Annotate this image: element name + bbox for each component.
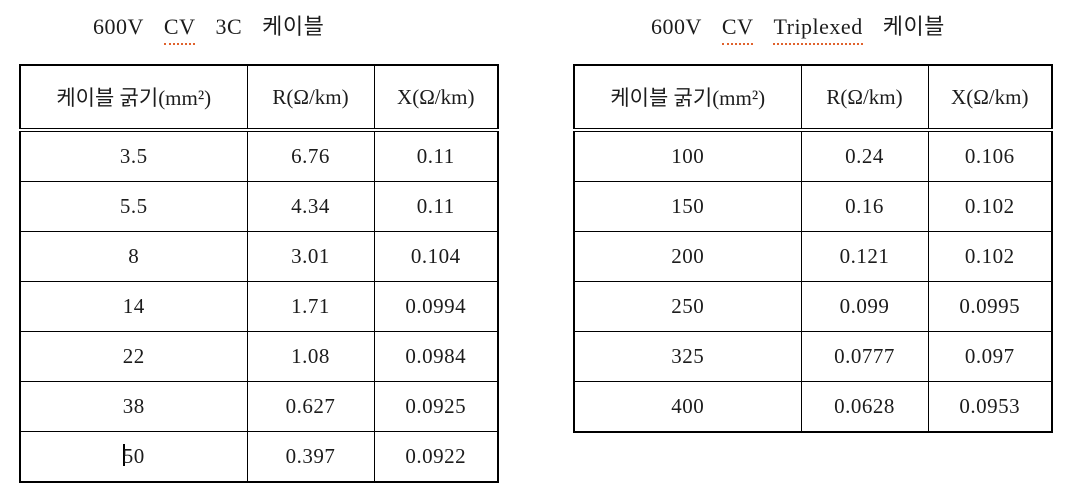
cell-value: 50 — [122, 444, 145, 468]
table-row: 200 0.121 0.102 — [573, 231, 1053, 282]
header-row: 케이블 굵기(mm²) R(Ω/km) X(Ω/km) — [19, 64, 499, 132]
table-cell: 5.5 — [19, 181, 248, 232]
title-word: 케이블 — [882, 14, 945, 39]
table-cell: 0.097 — [927, 331, 1053, 382]
table-cell: 3.01 — [246, 231, 375, 282]
left-table-section: 600V CV 3C 케이블 케이블 굵기(mm²) R(Ω/km) X(Ω/k… — [19, 12, 499, 483]
title-word: 600V — [651, 14, 702, 39]
table-cell: 14 — [19, 281, 248, 332]
table-cell: 0.0922 — [373, 431, 499, 483]
table-row: 400 0.0628 0.0953 — [573, 381, 1053, 433]
table-row: 8 3.01 0.104 — [19, 231, 499, 282]
right-table-section: 600V CV Triplexed 케이블 케이블 굵기(mm²) R(Ω/km… — [573, 12, 1053, 433]
table-row: 14 1.71 0.0994 — [19, 281, 499, 332]
table-cell: 0.0994 — [373, 281, 499, 332]
table-cell: 6.76 — [246, 129, 375, 182]
header-row: 케이블 굵기(mm²) R(Ω/km) X(Ω/km) — [573, 64, 1053, 132]
table-cell: 22 — [19, 331, 248, 382]
column-header-r: R(Ω/km) — [246, 64, 375, 132]
table-row: 3.5 6.76 0.11 — [19, 129, 499, 182]
table-cell: 0.102 — [927, 231, 1053, 282]
table-row: 250 0.099 0.0995 — [573, 281, 1053, 332]
table-cell: 0.099 — [800, 281, 929, 332]
text-cursor-icon — [122, 444, 125, 466]
table-cell: 400 — [573, 381, 802, 433]
title-word-spellchecked: CV — [721, 12, 754, 45]
title-word: 600V — [93, 14, 144, 39]
column-header-x: X(Ω/km) — [373, 64, 499, 132]
table-cell: 0.104 — [373, 231, 499, 282]
table-cell: 1.71 — [246, 281, 375, 332]
table-row: 325 0.0777 0.097 — [573, 331, 1053, 382]
table-cell: 0.0984 — [373, 331, 499, 382]
table-cell: 0.11 — [373, 181, 499, 232]
title-word-spellchecked: CV — [163, 12, 196, 45]
title-word: 케이블 — [262, 14, 325, 39]
table-cell: 0.0995 — [927, 281, 1053, 332]
title-word-spellchecked: Triplexed — [773, 12, 863, 45]
cable-table-triplexed: 케이블 굵기(mm²) R(Ω/km) X(Ω/km) 100 0.24 0.1… — [573, 64, 1053, 433]
table-cell: 250 — [573, 281, 802, 332]
table-cell: 0.0628 — [800, 381, 929, 433]
cable-table-3c: 케이블 굵기(mm²) R(Ω/km) X(Ω/km) 3.5 6.76 0.1… — [19, 64, 499, 483]
table-cell: 0.0953 — [927, 381, 1053, 433]
table-cell: 200 — [573, 231, 802, 282]
column-header-thickness: 케이블 굵기(mm²) — [573, 64, 802, 132]
table-row: 38 0.627 0.0925 — [19, 381, 499, 432]
left-table-title: 600V CV 3C 케이블 — [19, 12, 497, 45]
table-row: 22 1.08 0.0984 — [19, 331, 499, 382]
table-cell: 4.34 — [246, 181, 375, 232]
table-cell: 0.121 — [800, 231, 929, 282]
table-cell: 1.08 — [246, 331, 375, 382]
table-cell: 38 — [19, 381, 248, 432]
table-cell: 0.0925 — [373, 381, 499, 432]
table-cell: 0.102 — [927, 181, 1053, 232]
column-header-r: R(Ω/km) — [800, 64, 929, 132]
table-cell: 0.11 — [373, 129, 499, 182]
right-table-title: 600V CV Triplexed 케이블 — [573, 12, 1053, 45]
table-row: 100 0.24 0.106 — [573, 129, 1053, 182]
table-cell: 0.106 — [927, 129, 1053, 182]
table-cell: 325 — [573, 331, 802, 382]
table-row: 150 0.16 0.102 — [573, 181, 1053, 232]
table-row: 5.5 4.34 0.11 — [19, 181, 499, 232]
table-cell: 50 — [19, 431, 248, 483]
table-row: 50 0.397 0.0922 — [19, 431, 499, 483]
table-cell: 8 — [19, 231, 248, 282]
table-cell: 0.24 — [800, 129, 929, 182]
table-cell: 3.5 — [19, 129, 248, 182]
table-cell: 0.16 — [800, 181, 929, 232]
table-cell: 150 — [573, 181, 802, 232]
column-header-thickness: 케이블 굵기(mm²) — [19, 64, 248, 132]
table-cell: 0.397 — [246, 431, 375, 483]
column-header-x: X(Ω/km) — [927, 64, 1053, 132]
table-cell: 0.0777 — [800, 331, 929, 382]
table-cell: 0.627 — [246, 381, 375, 432]
title-word: 3C — [215, 14, 243, 39]
table-cell: 100 — [573, 129, 802, 182]
